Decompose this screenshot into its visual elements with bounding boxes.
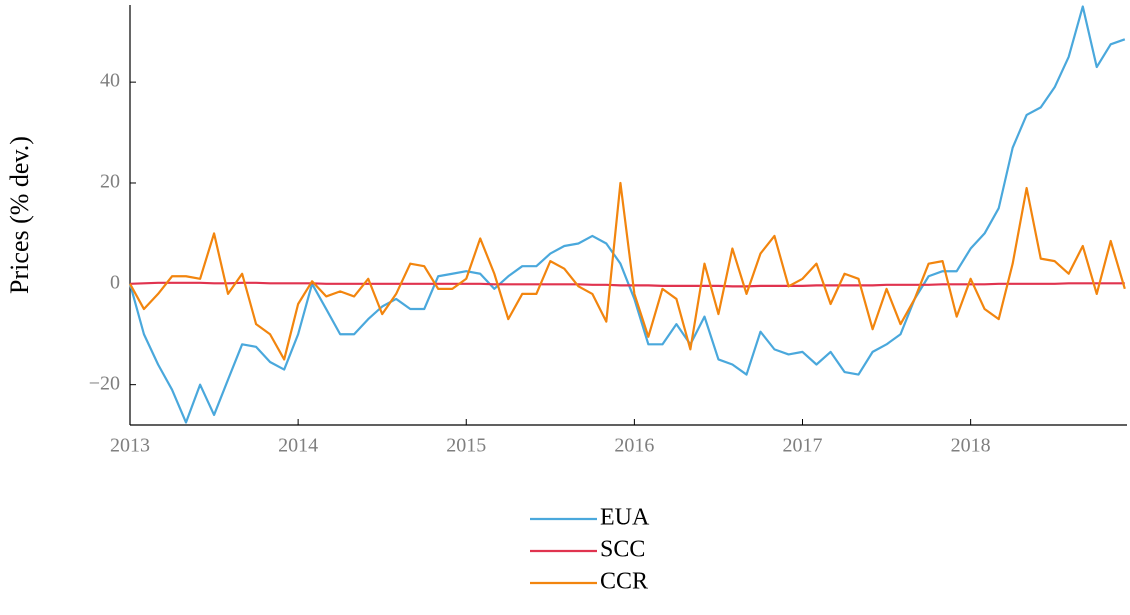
- legend-label: SCC: [600, 537, 645, 563]
- x-tick-label: 2016: [614, 435, 654, 457]
- series-line: [129, 181, 1126, 361]
- legend-label: EUA: [600, 505, 650, 531]
- y-axis-label: Prices (% dev.): [5, 136, 34, 294]
- legend-label: CCR: [600, 569, 648, 595]
- series-line: [128, 5, 1126, 424]
- x-tick-label: 2014: [278, 435, 318, 457]
- x-tick-label: 2018: [951, 435, 991, 457]
- x-tick-label: 2013: [110, 435, 150, 457]
- x-tick-label: 2017: [783, 435, 823, 457]
- y-tick-label: 20: [100, 171, 120, 193]
- y-tick-label: −20: [89, 372, 120, 394]
- x-tick-label: 2015: [446, 435, 486, 457]
- y-tick-label: 0: [110, 271, 120, 293]
- series-line: [129, 281, 1125, 288]
- y-tick-label: 40: [100, 70, 120, 92]
